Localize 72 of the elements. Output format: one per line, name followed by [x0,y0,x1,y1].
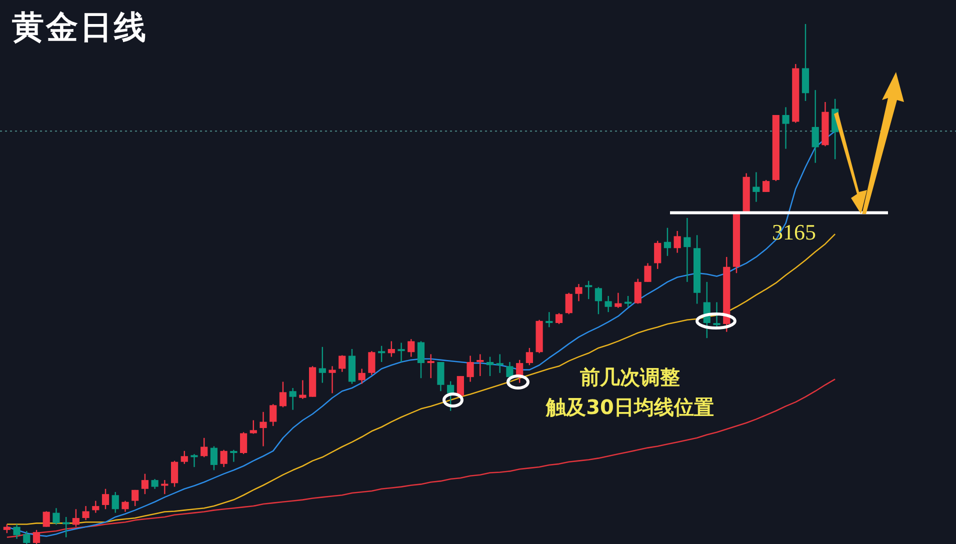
candlestick [526,347,533,366]
candlestick [378,345,386,363]
candlestick [812,89,819,164]
candlestick [466,355,474,382]
annotation: 前几次调整 [579,364,681,391]
candlestick [575,283,582,302]
candlestick [368,350,376,376]
candlestick [122,500,129,512]
candlestick [210,446,218,471]
candlestick [42,510,50,528]
candlestick [161,479,168,495]
candlestick [220,449,228,468]
candlestick [585,280,592,300]
candlestick [447,380,454,412]
candlestick [170,460,178,488]
candlestick [417,340,425,379]
candlestick [427,354,434,379]
candlestick [358,368,366,384]
candlestick [270,404,277,427]
candlestick [555,312,563,325]
candlestick [762,179,770,193]
candlestick [674,230,681,254]
candlestick [23,530,30,544]
candlestick [250,420,257,434]
candlestick [684,217,691,283]
candlestick [614,292,622,309]
candlestick [644,262,652,283]
candlestick [388,340,395,358]
candlestick [408,338,415,358]
candlestick [260,411,267,447]
candlestick [437,361,444,392]
candlestick [782,106,790,150]
candlestick [102,488,110,510]
candlestick [398,342,405,363]
candlestick [92,500,100,514]
candlestick [141,473,148,495]
candlestick [72,508,80,528]
candlestick [486,356,494,377]
candlestick [299,380,306,400]
candlestick [151,478,158,490]
candlestick [240,432,248,455]
annotation: 触及30日均线位置 [544,394,715,421]
candlestick [506,361,514,382]
candlestick [180,450,188,465]
candlestick [289,387,296,410]
candlestick [752,172,760,202]
candlestick [664,227,672,257]
candlestick [52,508,60,526]
candlestick [13,524,20,540]
candlestick [62,516,70,538]
candlestick [190,453,198,468]
candlestick [713,302,720,328]
candlestick [279,381,287,408]
candlestick [476,354,484,377]
candlestick [132,489,139,507]
candlestick [338,354,346,372]
chart-title: 黄金日线 [12,7,148,48]
candlestick [328,366,336,394]
candlestick [200,437,208,458]
candlestick [634,278,642,304]
candlestick [82,505,90,521]
candlestick [318,346,326,384]
candlestick [230,449,238,462]
candlestick [32,529,40,544]
candlestick [496,354,504,374]
candlestick [604,295,612,313]
candlestick [565,292,572,315]
candlestick [624,295,632,308]
candlestick [654,240,662,270]
candlestick [546,311,553,328]
candlestick [594,286,602,315]
candlestick [112,491,119,514]
